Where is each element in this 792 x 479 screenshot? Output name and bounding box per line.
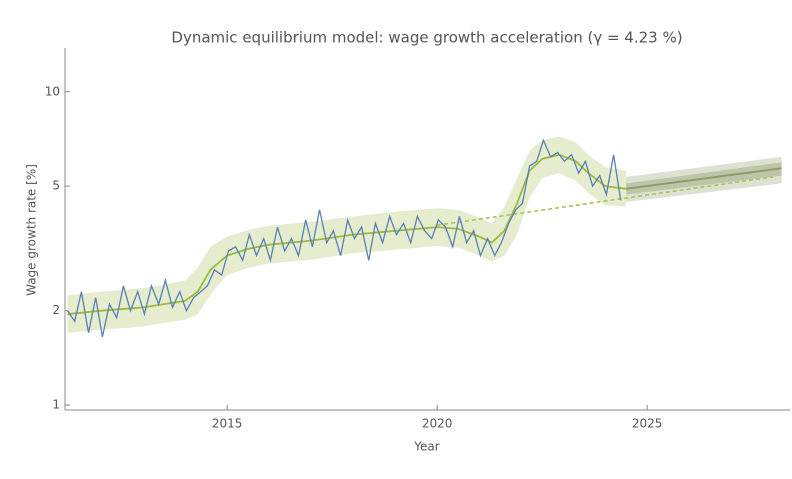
x-tick-label: 2025	[632, 417, 663, 431]
y-axis-label: Wage growth rate [%]	[25, 164, 39, 296]
y-tick-label: 5	[52, 179, 60, 193]
chart-title: Dynamic equilibrium model: wage growth a…	[171, 29, 682, 47]
model-line	[67, 153, 627, 316]
x-axis-label: Year	[413, 440, 439, 454]
y-tick-label: 2	[52, 303, 60, 317]
forecast-line	[626, 167, 782, 190]
x-tick-label: 2020	[422, 417, 453, 431]
data-line	[66, 138, 622, 338]
trend-line	[437, 176, 774, 226]
y-tick-label: 1	[52, 398, 60, 412]
x-tick-label: 2015	[212, 417, 243, 431]
y-tick-label: 10	[45, 84, 60, 98]
